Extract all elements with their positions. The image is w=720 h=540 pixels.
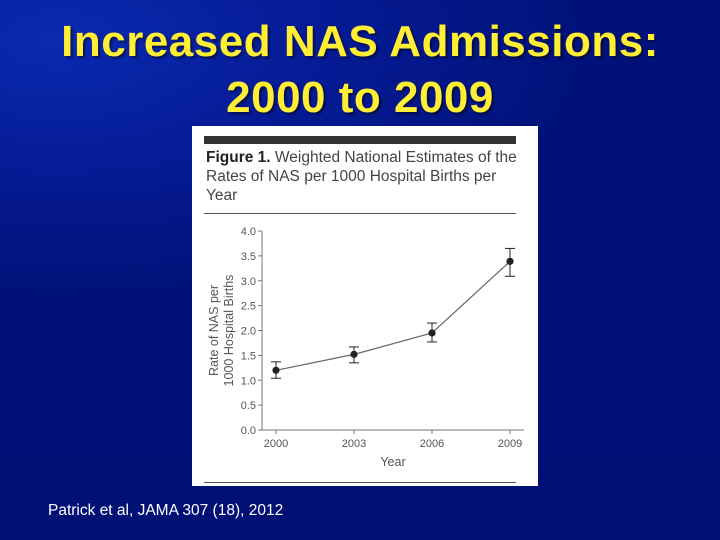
line-chart: 0.0 0.5 1.0 1.5 2.0 2.5 3.0 3.5 4.0 2000 2003 2006 2…: [207, 226, 524, 469]
x-axis-title: Year: [380, 455, 405, 469]
y-tick-label: 3.5: [241, 251, 256, 263]
y-tick-label: 3.0: [241, 276, 256, 288]
slide-title-line1: Increased NAS Admissions:: [61, 17, 659, 66]
y-tick-label: 0.5: [241, 400, 256, 412]
x-tick-label: 2000: [264, 438, 288, 450]
figure-panel: Figure 1. Weighted National Estimates of…: [192, 126, 538, 486]
figure-top-bar: [204, 136, 516, 144]
y-tick-label: 4.0: [241, 226, 256, 238]
figure-caption: Figure 1. Weighted National Estimates of…: [206, 148, 524, 205]
x-tick-label: 2006: [420, 438, 444, 450]
chart-axes: 0.0 0.5 1.0 1.5 2.0 2.5 3.0 3.5 4.0 2000 2003 2006 2…: [207, 226, 524, 469]
slide-title-line2: 2000 to 2009: [226, 73, 494, 122]
x-tick-label: 2003: [342, 438, 366, 450]
y-tick-label: 0.0: [241, 425, 256, 437]
figure-bottom-rule: [204, 482, 516, 483]
figure-caption-text: Weighted National Estimates of the Rates…: [206, 149, 517, 204]
y-tick-label: 2.0: [241, 326, 256, 338]
y-tick-label: 2.5: [241, 301, 256, 313]
data-point: [272, 366, 280, 374]
y-tick-label: 1.0: [241, 375, 256, 387]
data-point: [350, 350, 358, 358]
series-line: [275, 260, 511, 371]
data-point: [506, 257, 514, 265]
figure-label: Figure 1.: [206, 149, 271, 166]
figure-divider: [204, 213, 516, 214]
y-tick-label: 1.5: [241, 350, 256, 362]
x-tick-label: 2009: [498, 438, 522, 450]
slide-title: Increased NAS Admissions: 2000 to 2009: [40, 14, 680, 126]
data-point: [428, 329, 436, 337]
y-axis-title-line2: 1000 Hospital Births: [222, 275, 236, 387]
chart-marks: [271, 247, 515, 379]
y-axis-title-line1: Rate of NAS per: [207, 285, 221, 376]
citation: Patrick et al, JAMA 307 (18), 2012: [48, 502, 284, 519]
